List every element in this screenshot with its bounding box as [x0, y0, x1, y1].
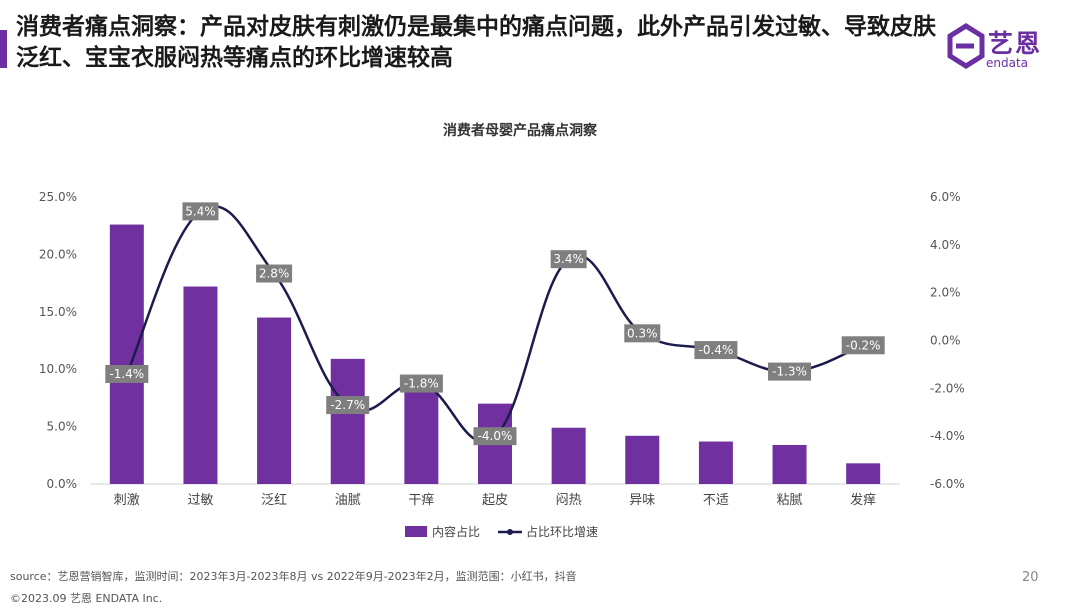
page-title: 消费者痛点洞察：产品对皮肤有刺激仍是最集中的痛点问题，此外产品引发过敏、导致皮肤…: [16, 14, 936, 71]
data-label: 0.3%: [627, 326, 658, 340]
data-label: -1.4%: [109, 367, 144, 381]
data-label: 5.4%: [185, 204, 216, 218]
data-label: 3.4%: [553, 252, 584, 266]
x-tick-label: 发痒: [850, 492, 876, 508]
left-axis-tick-label: 0.0%: [47, 477, 78, 491]
bar-油腻: [330, 358, 365, 484]
x-tick-label: 不适: [703, 493, 729, 508]
data-label-box: [624, 324, 661, 343]
right-axis-tick-label: 6.0%: [930, 190, 961, 204]
legend-bar-swatch: [405, 526, 427, 537]
copyright: ©2023.09 艺恩 ENDATA Inc.: [10, 592, 163, 605]
data-label: -4.0%: [478, 429, 513, 443]
x-tick-label: 干痒: [408, 492, 434, 508]
chart-title: 消费者母婴产品痛点洞察: [443, 123, 597, 139]
right-axis-tick-label: 2.0%: [930, 286, 961, 300]
source-note: source：艺恩营销智库，监测时间：2023年3月-2023年8月 vs 20…: [10, 570, 577, 583]
data-label-box: [399, 374, 443, 393]
bar-闷热: [551, 427, 586, 484]
x-tick-label: 刺激: [114, 493, 140, 508]
right-axis-tick-label: 0.0%: [930, 334, 961, 348]
bar-发痒: [846, 463, 881, 484]
chart: 0.0% 5.0% 10.0% 15.0% 20.0% 25.0% -6.0% -4.0% -2…: [39, 190, 965, 539]
legend-item-line: 占比环比增速: [526, 524, 598, 539]
right-axis-tick-label: -6.0%: [930, 477, 965, 491]
data-label: 2.8%: [259, 267, 290, 281]
data-label-box: [768, 362, 812, 381]
right-axis-tick-label: -4.0%: [930, 429, 965, 443]
right-axis-tick-label: 4.0%: [930, 238, 961, 252]
data-label: -1.3%: [772, 365, 807, 379]
x-tick-label: 过敏: [187, 493, 213, 508]
left-axis-tick-label: 15.0%: [39, 305, 77, 319]
left-axis-tick-label: 20.0%: [39, 247, 77, 261]
data-label: -1.8%: [404, 377, 439, 391]
endata-logo: 艺恩 endata: [944, 20, 1054, 76]
bar-不适: [698, 441, 733, 484]
data-label-box: [473, 427, 517, 446]
logo-text-en: endata: [986, 56, 1029, 70]
data-label-box: [256, 264, 293, 283]
data-label: -0.4%: [698, 343, 733, 357]
data-label-box: [841, 336, 885, 355]
data-label: -2.7%: [330, 398, 365, 412]
left-axis-tick-label: 10.0%: [39, 362, 77, 376]
right-axis-tick-label: -2.0%: [930, 381, 965, 395]
x-tick-label: 异味: [629, 493, 655, 508]
bar-刺激: [109, 224, 144, 484]
data-label-box: [105, 364, 149, 383]
data-label-box: [694, 341, 738, 360]
x-tick-label: 泛红: [261, 492, 287, 508]
data-label-box: [550, 250, 587, 269]
data-label: -0.2%: [846, 338, 881, 352]
bar-异味: [625, 435, 660, 484]
x-tick-label: 油腻: [335, 493, 361, 508]
x-tick-label: 粘腻: [777, 493, 803, 508]
data-label-box: [182, 202, 219, 221]
legend-line-marker: [507, 529, 513, 535]
logo-icon: [947, 23, 985, 69]
left-axis-tick-label: 25.0%: [39, 190, 77, 204]
page-number: 20: [1022, 570, 1039, 585]
bar-干痒: [404, 387, 439, 484]
bar-粘腻: [772, 444, 807, 484]
bar-过敏: [183, 286, 218, 484]
x-tick-label: 起皮: [482, 493, 508, 508]
accent-bar: [0, 30, 7, 68]
data-label-box: [326, 396, 370, 415]
legend-item-bars: 内容占比: [432, 524, 480, 539]
left-axis-tick-label: 5.0%: [47, 420, 78, 434]
logo-text-cn: 艺恩: [988, 29, 1043, 58]
bar-泛红: [257, 317, 292, 484]
x-tick-label: 闷热: [556, 493, 582, 508]
